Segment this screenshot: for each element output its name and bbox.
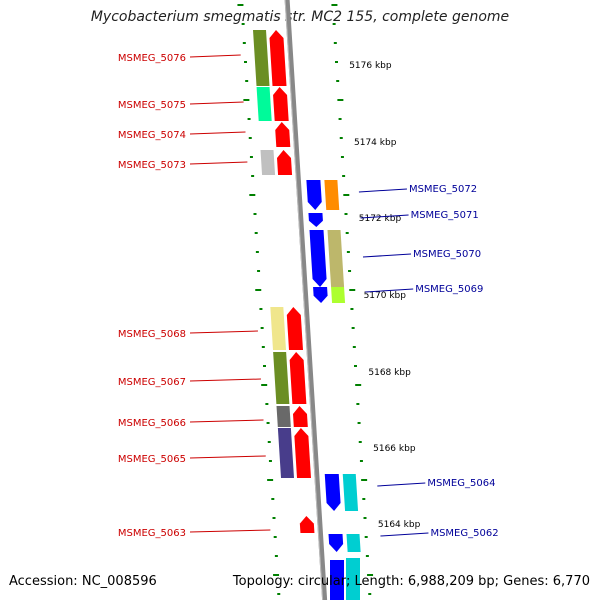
gene-swatch — [324, 180, 340, 210]
gene-arrow-partial — [330, 560, 344, 600]
gene-leader-line — [189, 378, 261, 382]
gene-arrow — [308, 213, 323, 227]
gene-leader-line — [380, 532, 429, 537]
gene-leader-line — [377, 482, 426, 487]
gene-arrow — [286, 307, 303, 350]
gene-arrow — [275, 122, 291, 147]
genome-summary-text: Topology: circular; Length: 6,988,209 bp… — [232, 574, 590, 589]
gene-label: MSMEG_5076 — [118, 53, 186, 64]
gene-leader-line — [189, 54, 241, 58]
gene-swatch — [342, 474, 359, 511]
gene-swatch — [277, 428, 294, 478]
gene-leader-line — [189, 419, 264, 423]
gene-leader-line — [189, 131, 246, 135]
scale-label: 5166 kbp — [373, 444, 416, 454]
gene-arrow — [273, 87, 289, 121]
gene-arrow — [324, 474, 341, 511]
accession-text: Accession: NC_008596 — [9, 574, 157, 589]
gene-label: MSMEG_5075 — [118, 100, 186, 111]
gene-label: MSMEG_5064 — [427, 478, 495, 489]
gene-leader-line — [365, 288, 414, 293]
chromosome-backbone — [284, 0, 328, 600]
gene-arrow — [306, 180, 322, 210]
gene-arrow — [277, 150, 293, 175]
scale-label: 5164 kbp — [378, 520, 421, 530]
gene-leader-line — [189, 529, 271, 533]
scale-label: 5174 kbp — [354, 138, 397, 148]
scale-label: 5170 kbp — [364, 291, 407, 301]
gene-arrow — [293, 406, 308, 427]
gene-label: MSMEG_5063 — [118, 528, 186, 539]
map-title: Mycobacterium smegmatis str. MC2 155, co… — [90, 9, 510, 25]
gene-leader-line — [189, 330, 258, 334]
gene-arrow-partial — [346, 558, 360, 600]
gene-leader-line — [362, 253, 412, 258]
gene-swatch — [260, 150, 276, 175]
gene-swatch — [273, 352, 290, 404]
gene-label: MSMEG_5065 — [118, 454, 186, 465]
gene-label: MSMEG_5073 — [118, 160, 186, 171]
gene-arrow — [299, 516, 315, 533]
gene-label: MSMEG_5068 — [118, 329, 186, 340]
gene-arrow — [289, 352, 307, 404]
gene-arrow — [269, 30, 287, 86]
gene-label: MSMEG_5070 — [413, 249, 481, 260]
gene-leader-line — [189, 161, 248, 165]
gene-swatch — [256, 87, 272, 121]
accession-value: NC_008596 — [81, 574, 157, 589]
scale-label: 5172 kbp — [359, 214, 402, 224]
gene-arrow — [309, 230, 327, 287]
gene-swatch — [253, 30, 270, 86]
gene-label: MSMEG_5067 — [118, 377, 186, 388]
gene-label: MSMEG_5074 — [118, 130, 186, 141]
gene-label: MSMEG_5062 — [430, 528, 498, 539]
chromosome-backbone-highlight — [284, 0, 324, 600]
gene-swatch — [276, 406, 291, 427]
gene-arrow — [328, 534, 344, 552]
scale-label: 5168 kbp — [368, 368, 411, 378]
gene-swatch — [346, 534, 361, 552]
gene-leader-line — [189, 455, 266, 459]
gene-swatch — [270, 307, 286, 350]
gene-label: MSMEG_5072 — [409, 184, 477, 195]
gene-leader-line — [360, 214, 409, 219]
gene-swatch — [327, 230, 345, 287]
gene-label: MSMEG_5069 — [415, 284, 483, 295]
gene-swatch — [331, 287, 346, 303]
gene-label: MSMEG_5066 — [118, 418, 186, 429]
gene-arrow — [294, 428, 311, 478]
gene-leader-line — [189, 101, 244, 105]
gene-leader-line — [358, 188, 407, 193]
gene-label: MSMEG_5071 — [411, 210, 479, 221]
scale-label: 5176 kbp — [349, 61, 392, 71]
accession-label: Accession: — [9, 574, 78, 589]
gene-arrow — [313, 287, 328, 303]
